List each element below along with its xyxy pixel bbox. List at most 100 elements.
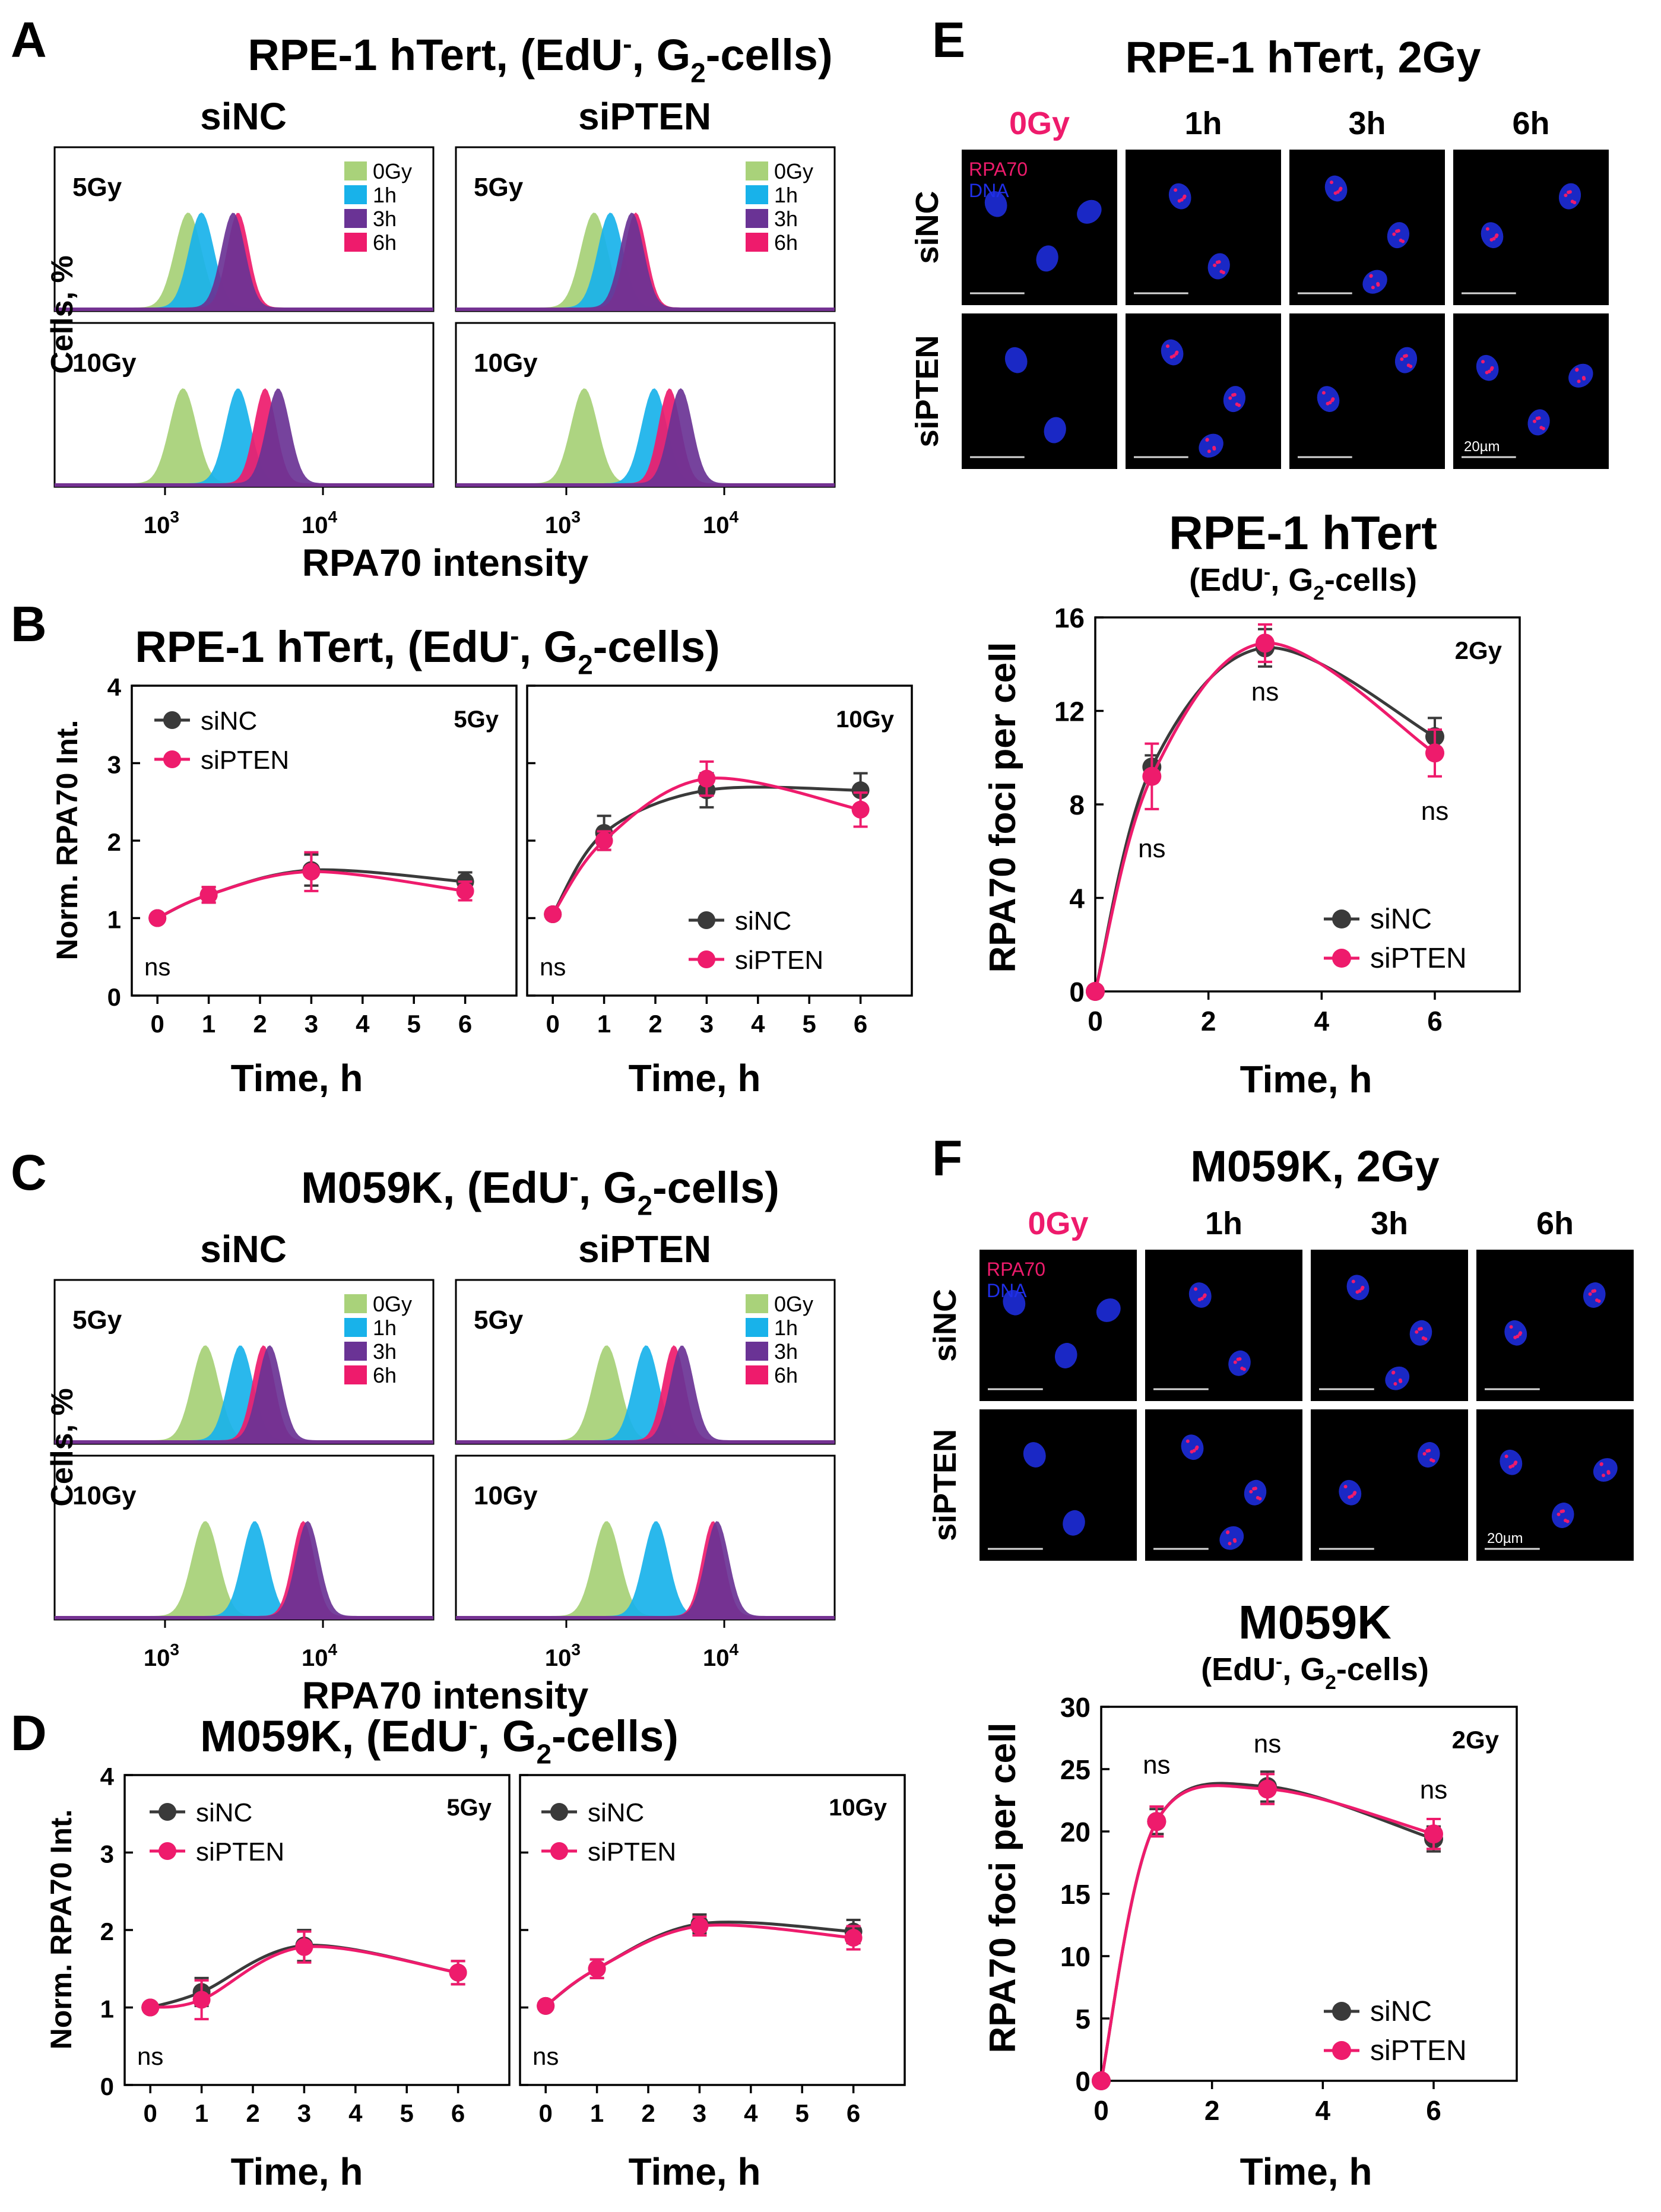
- x-tick-label: 2: [246, 2099, 259, 2127]
- legend-marker: [163, 750, 181, 768]
- panel-letter: D: [11, 1705, 47, 1761]
- y-axis-label: Cells, %: [45, 1388, 80, 1506]
- data-point-siPTEN: [588, 1960, 606, 1978]
- column-title: siPTEN: [578, 1228, 711, 1270]
- micrograph: 20µm: [1453, 313, 1609, 469]
- focus: [1200, 1297, 1204, 1301]
- x-tick-label: 0: [539, 2099, 553, 2127]
- legend-marker: [1332, 949, 1351, 968]
- focus: [1166, 344, 1170, 348]
- focus: [1192, 1449, 1196, 1453]
- micrograph: [1126, 150, 1281, 305]
- x-tick-label: 5: [803, 1010, 816, 1038]
- legend-swatch-6h: [746, 233, 768, 252]
- panel-title: RPE-1 hTert, 2Gy: [1125, 33, 1481, 82]
- micrograph-background: [1453, 313, 1609, 469]
- focus: [1409, 365, 1413, 369]
- subtitle-part: -cells): [1336, 1652, 1429, 1687]
- legend-label: 1h: [774, 183, 798, 207]
- focus: [1238, 1357, 1242, 1361]
- focus: [1233, 1360, 1237, 1364]
- focus: [1489, 367, 1494, 372]
- column-header: 3h: [1371, 1206, 1408, 1241]
- focus: [1242, 1367, 1246, 1371]
- legend-label: 6h: [774, 1363, 798, 1387]
- data-point-siPTEN: [1256, 633, 1275, 653]
- focus: [1360, 1287, 1364, 1291]
- legend-swatch-1h: [344, 1318, 367, 1337]
- data-point-siPTEN: [199, 886, 218, 904]
- micrograph-background: [1476, 1250, 1634, 1401]
- tick-exp: 3: [170, 1640, 179, 1659]
- histogram-3h: [55, 213, 433, 311]
- legend-label: siPTEN: [735, 946, 823, 975]
- tick-exp: 4: [328, 508, 337, 526]
- significance-label: ns: [1251, 677, 1279, 706]
- x-tick-label: 1: [195, 2099, 208, 2127]
- data-point-siPTEN: [148, 909, 167, 927]
- focus: [1564, 193, 1568, 197]
- tick-base: 10: [144, 1645, 170, 1671]
- focus: [1213, 263, 1217, 267]
- series-line-siPTEN: [1093, 641, 1436, 992]
- x-tick-label: 3: [700, 1010, 714, 1038]
- y-axis-label: Cells, %: [45, 255, 80, 373]
- panel-title: M059K, (EdU-, G2-cells): [200, 1710, 679, 1770]
- y-tick-label: 30: [1060, 1692, 1091, 1723]
- row-label: siNC: [927, 1289, 963, 1362]
- micrograph-background: [1476, 1409, 1634, 1561]
- legend-label: siPTEN: [196, 1837, 284, 1866]
- focus: [1172, 354, 1176, 358]
- data-point-siPTEN: [1424, 1824, 1443, 1844]
- x-tick-label: 4: [356, 1010, 370, 1038]
- plot-frame: [1094, 616, 1521, 993]
- x-tick-label: 4: [348, 2099, 363, 2127]
- title-part: -cells): [706, 30, 833, 80]
- histogram-6h: [55, 1345, 433, 1444]
- micrograph: [962, 313, 1117, 469]
- focus: [1422, 1452, 1427, 1456]
- significance-label: ns: [1254, 1729, 1281, 1758]
- legend-marker: [1332, 2041, 1351, 2060]
- significance-label: ns: [1138, 834, 1165, 863]
- nucleus: [1385, 1366, 1410, 1390]
- focus: [1557, 1512, 1561, 1516]
- row-label: siPTEN: [927, 1429, 963, 1541]
- y-tick-label: 25: [1060, 1754, 1091, 1785]
- tick-exp: 4: [729, 508, 738, 526]
- x-tick-label: 0: [1088, 1006, 1103, 1037]
- legend-label: 6h: [774, 230, 798, 255]
- nucleus: [1023, 1442, 1046, 1468]
- data-point-siPTEN: [698, 769, 716, 788]
- focus: [1399, 1379, 1403, 1383]
- focus: [1207, 449, 1211, 454]
- legend-label: 6h: [373, 230, 397, 255]
- column-title: siNC: [200, 1228, 287, 1270]
- chart-title: M059K: [1238, 1596, 1391, 1649]
- focus: [1336, 190, 1340, 194]
- focus: [1427, 1449, 1431, 1453]
- tick-label: 104: [302, 508, 338, 538]
- dose-label: 2Gy: [1452, 1726, 1500, 1754]
- dose-label: 5Gy: [72, 1305, 122, 1335]
- x-tick-label: 5: [795, 2099, 809, 2127]
- x-tick-label: 3: [693, 2099, 706, 2127]
- subtitle-part: (EdU: [1201, 1652, 1276, 1687]
- data-point-siPTEN: [690, 1917, 709, 1935]
- micrograph-background: [980, 1250, 1137, 1401]
- focus: [1350, 1494, 1354, 1498]
- data-point-siPTEN: [456, 882, 474, 900]
- focus: [1597, 1299, 1601, 1303]
- tick-base: 10: [703, 512, 730, 538]
- y-tick-label: 2: [107, 828, 121, 856]
- focus: [1516, 1335, 1520, 1339]
- data-point-siNC: [851, 781, 870, 800]
- y-tick-label: 3: [107, 751, 121, 779]
- tick-exp: 3: [571, 508, 581, 526]
- series-line-siNC: [551, 785, 861, 915]
- nucleus: [1568, 363, 1593, 388]
- legend-label: 0Gy: [774, 159, 813, 183]
- nucleus: [984, 191, 1007, 217]
- nucleus: [1036, 245, 1058, 272]
